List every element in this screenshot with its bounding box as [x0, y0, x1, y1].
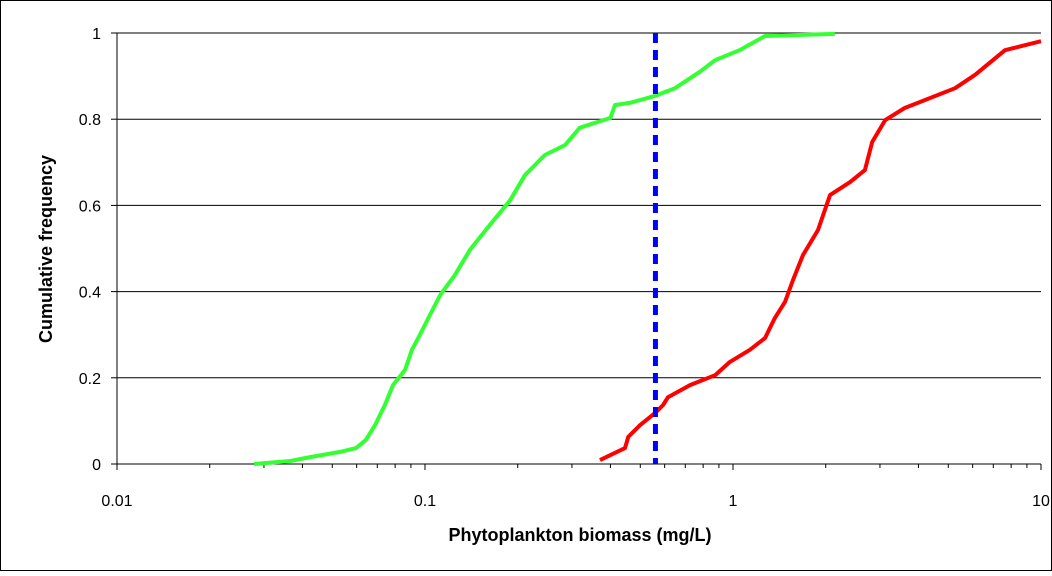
x-tick-label: 0.01 — [101, 493, 132, 510]
y-axis-title: Cumulative frequency — [36, 155, 56, 343]
y-tick-label: 0.6 — [79, 198, 101, 215]
y-tick-label: 0 — [92, 457, 101, 474]
y-tick-label: 0.4 — [79, 285, 101, 302]
y-tick-label: 0.8 — [79, 112, 101, 129]
y-tick-label: 0.2 — [79, 371, 101, 388]
series-line — [254, 31, 835, 466]
x-tick-label: 1 — [729, 493, 738, 510]
x-axis-title: Phytoplankton biomass (mg/L) — [448, 525, 711, 545]
x-tick-label: 0.1 — [414, 493, 436, 510]
x-tick-label: 10 — [1032, 493, 1050, 510]
y-tick-label: 1 — [92, 26, 101, 43]
